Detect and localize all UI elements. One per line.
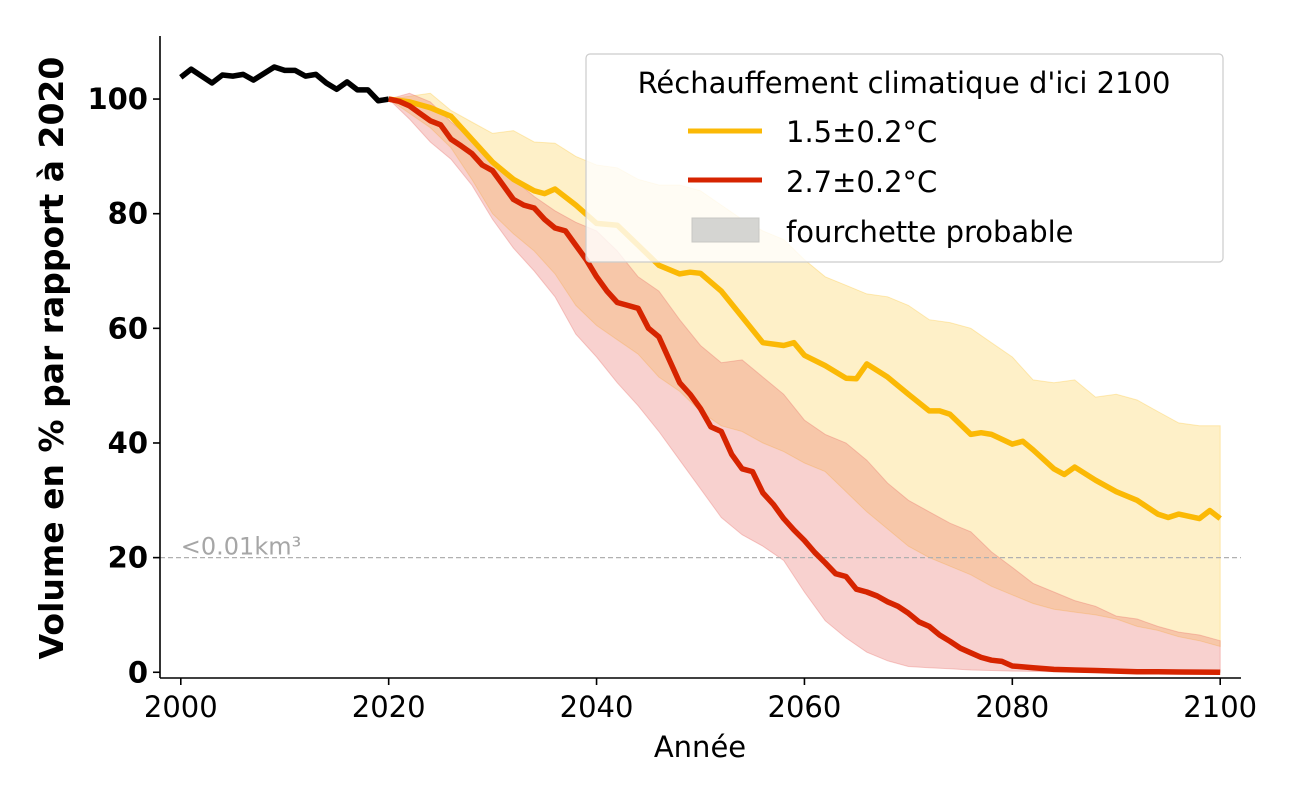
threshold-label: <0.01km³	[181, 533, 301, 561]
legend-label-2-7c: 2.7±0.2°C	[786, 165, 937, 199]
y-tick-label: 0	[128, 655, 148, 689]
x-tick-label: 2080	[975, 690, 1049, 724]
y-tick-label: 60	[108, 311, 148, 345]
threshold: <0.01km³	[160, 533, 1241, 561]
y-tick-label: 80	[108, 197, 148, 231]
line-historical	[179, 64, 390, 104]
legend-title: Réchauffement climatique d'ici 2100	[638, 66, 1171, 100]
line-2-7c	[388, 96, 1221, 675]
y-tick-label: 100	[87, 82, 148, 116]
y-ticks: 0 20 40 60 80 100	[87, 82, 160, 689]
legend-frame	[585, 53, 1224, 263]
x-ticks: 2000 2020 2040 2060 2080 2100	[144, 678, 1257, 724]
x-tick-label: 2100	[1183, 690, 1257, 724]
y-tick-label: 40	[108, 426, 148, 460]
y-axis-title: Volume en % par rapport à 2020	[32, 57, 71, 660]
x-tick-label: 2020	[352, 690, 426, 724]
x-tick-label: 2040	[560, 690, 634, 724]
legend-label-1-5c: 1.5±0.2°C	[786, 115, 937, 149]
x-tick-label: 2060	[768, 690, 842, 724]
legend: Réchauffement climatique d'ici 2100 1.5±…	[585, 53, 1224, 263]
legend-label-range: fourchette probable	[786, 215, 1074, 249]
x-tick-label: 2000	[144, 690, 218, 724]
x-axis-title: Année	[654, 730, 746, 764]
series-lines	[179, 64, 1222, 675]
line-1-5c	[388, 96, 1222, 522]
legend-swatch-range	[691, 217, 760, 243]
y-tick-label: 20	[108, 541, 148, 575]
